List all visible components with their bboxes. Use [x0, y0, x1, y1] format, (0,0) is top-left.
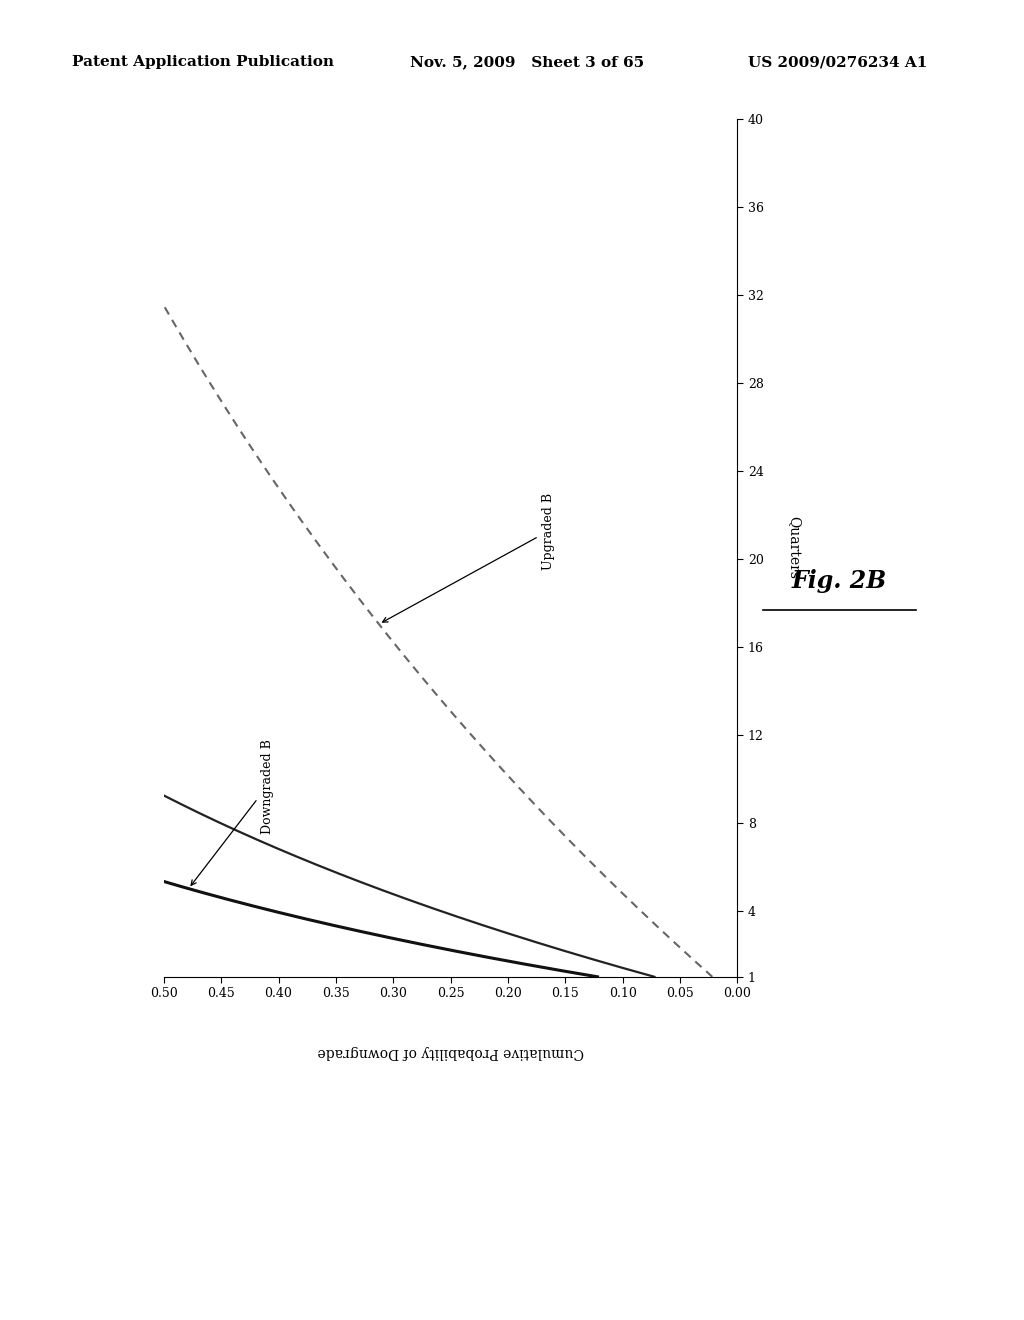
Text: Patent Application Publication: Patent Application Publication [72, 55, 334, 70]
Text: Nov. 5, 2009   Sheet 3 of 65: Nov. 5, 2009 Sheet 3 of 65 [410, 55, 644, 70]
Text: Downgraded B: Downgraded B [191, 739, 273, 886]
Text: Cumulative Probability of Downgrade: Cumulative Probability of Downgrade [317, 1045, 584, 1060]
Text: US 2009/0276234 A1: US 2009/0276234 A1 [748, 55, 927, 70]
Text: Upgraded B: Upgraded B [383, 492, 555, 622]
Text: Quarters: Quarters [787, 516, 802, 579]
Text: Fig. 2B: Fig. 2B [792, 569, 888, 593]
